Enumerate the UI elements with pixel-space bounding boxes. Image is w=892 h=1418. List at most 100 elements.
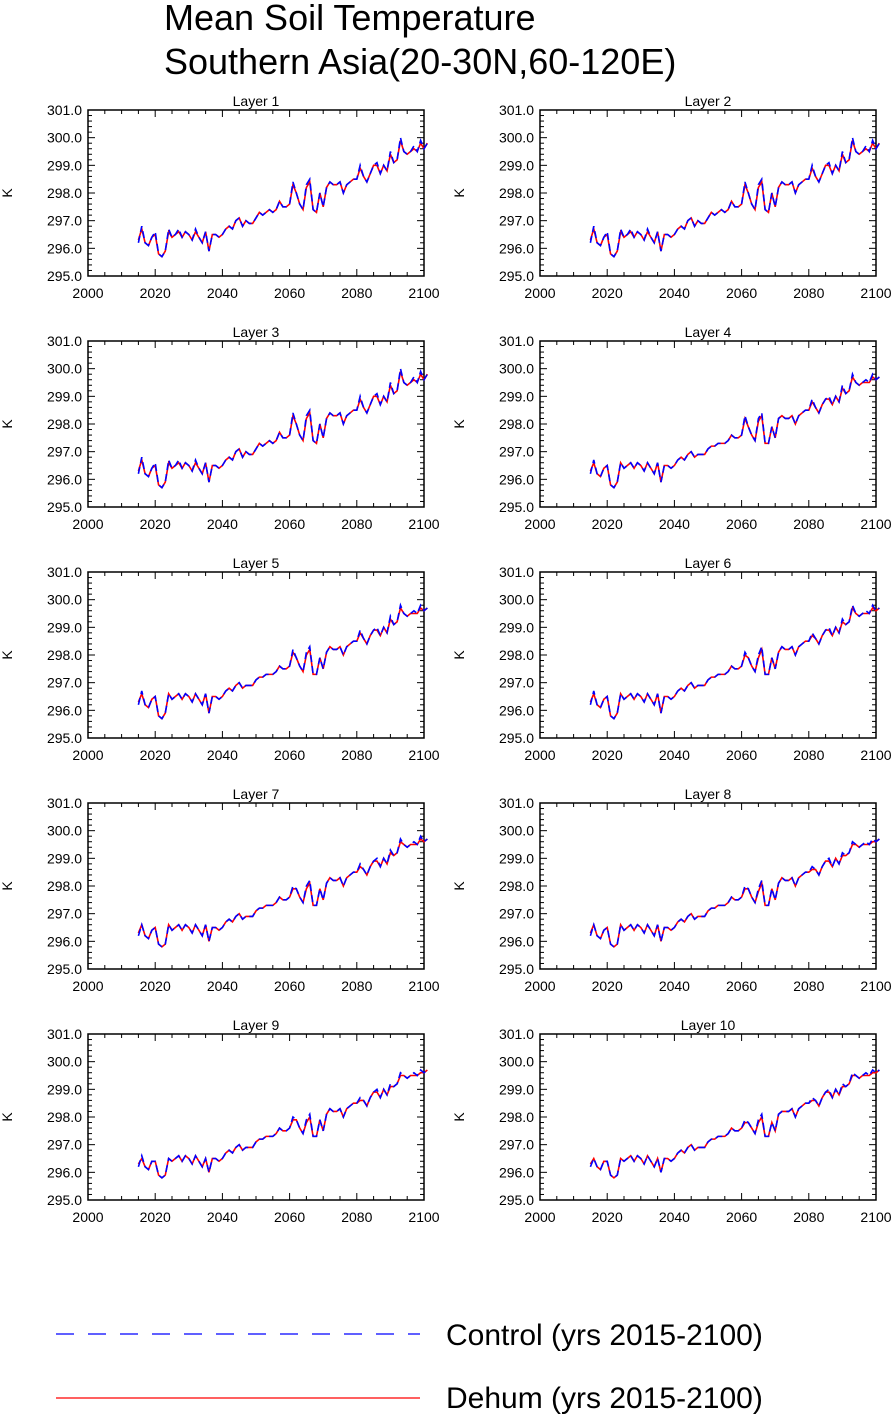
y-tick-label: 295.0 [499, 730, 534, 746]
y-tick-label: 297.0 [47, 906, 82, 922]
y-tick-label: 295.0 [47, 1192, 82, 1208]
x-tick-label: 2080 [793, 1209, 824, 1225]
y-tick-label: 298.0 [47, 185, 82, 201]
y-tick-label: 296.0 [47, 471, 82, 487]
y-tick-label: 299.0 [499, 388, 534, 404]
x-tick-label: 2040 [659, 747, 690, 763]
x-tick-label: 2060 [726, 978, 757, 994]
y-tick-label: 300.0 [499, 823, 534, 839]
panel-layer-5: Layer 5 K 2000 2020 2040 2060 2080 2100 295.0 296… [0, 555, 440, 763]
x-tick-label: 2080 [793, 978, 824, 994]
x-tick-label: 2060 [726, 1209, 757, 1225]
series-dehum-line [589, 140, 881, 258]
y-axis-label: K [451, 881, 467, 891]
y-tick-label: 297.0 [47, 675, 82, 691]
y-tick-label: 296.0 [499, 471, 534, 487]
legend: Control (yrs 2015-2100) Dehum (yrs 2015-… [56, 1319, 763, 1415]
y-tick-label: 296.0 [47, 240, 82, 256]
y-tick-label: 299.0 [47, 619, 82, 635]
y-axis-label: K [0, 1112, 15, 1122]
series-dehum-line [137, 140, 429, 258]
y-tick-label: 300.0 [47, 823, 82, 839]
x-tick-label: 2000 [524, 516, 555, 532]
x-tick-label: 2020 [140, 978, 171, 994]
y-tick-label: 299.0 [47, 1081, 82, 1097]
y-axis-label: K [451, 1112, 467, 1122]
x-tick-label: 2100 [860, 516, 891, 532]
y-tick-label: 296.0 [47, 933, 82, 949]
plot-frame [539, 109, 877, 277]
x-tick-label: 2100 [408, 516, 439, 532]
plot-frame [87, 1033, 425, 1201]
panel-layer-4: Layer 4 K 2000 2020 2040 2060 2080 2100 295.0 296… [451, 324, 892, 532]
series-control-line [137, 602, 428, 720]
series-control-line [137, 834, 428, 948]
y-tick-label: 298.0 [47, 1109, 82, 1125]
y-axis-label: K [0, 881, 15, 891]
y-tick-label: 301.0 [47, 333, 82, 349]
y-tick-label: 295.0 [499, 961, 534, 977]
x-tick-label: 2000 [524, 978, 555, 994]
x-tick-label: 2000 [524, 1209, 555, 1225]
series-control-line [137, 368, 429, 489]
panel-layer-6: Layer 6 K 2000 2020 2040 2060 2080 2100 295.0 296… [451, 555, 892, 763]
x-tick-label: 2020 [140, 516, 171, 532]
y-tick-label: 300.0 [499, 1054, 534, 1070]
x-tick-label: 2020 [592, 1209, 623, 1225]
y-tick-label: 298.0 [499, 878, 534, 894]
y-tick-label: 298.0 [499, 416, 534, 432]
x-tick-label: 2100 [860, 747, 891, 763]
y-tick-label: 295.0 [499, 1192, 534, 1208]
y-tick-label: 295.0 [499, 499, 534, 515]
series-control-line [589, 1068, 880, 1179]
y-tick-label: 295.0 [47, 499, 82, 515]
panel-layer-8: Layer 8 K 2000 2020 2040 2060 2080 2100 295.0 296… [451, 786, 892, 994]
y-tick-label: 300.0 [47, 130, 82, 146]
x-tick-label: 2020 [140, 747, 171, 763]
x-tick-label: 2040 [207, 978, 238, 994]
panel-title: Layer 2 [685, 93, 732, 109]
y-tick-label: 297.0 [499, 444, 534, 460]
panels-grid: Layer 1 K 2000 2020 2040 2060 2080 2100 295.0 296… [0, 93, 892, 1225]
series-dehum-line [137, 605, 428, 720]
x-tick-label: 2080 [341, 285, 372, 301]
x-tick-label: 2000 [524, 747, 555, 763]
x-tick-label: 2020 [592, 516, 623, 532]
panel-title: Layer 4 [685, 324, 732, 340]
x-tick-label: 2100 [860, 978, 891, 994]
x-tick-label: 2060 [274, 1209, 305, 1225]
y-axis-label: K [0, 650, 15, 660]
x-tick-label: 2100 [860, 1209, 891, 1225]
series-dehum-line [589, 605, 880, 720]
panel-layer-7: Layer 7 K 2000 2020 2040 2060 2080 2100 295.0 296… [0, 786, 440, 994]
x-tick-label: 2020 [140, 1209, 171, 1225]
y-tick-label: 298.0 [499, 1109, 534, 1125]
y-tick-label: 297.0 [47, 444, 82, 460]
y-tick-label: 298.0 [499, 185, 534, 201]
x-tick-label: 2040 [207, 747, 238, 763]
series-control-line [589, 137, 881, 258]
y-tick-label: 299.0 [47, 388, 82, 404]
y-tick-label: 297.0 [47, 213, 82, 229]
x-tick-label: 2080 [341, 1209, 372, 1225]
panel-title: Layer 1 [233, 93, 280, 109]
y-tick-label: 298.0 [499, 647, 534, 663]
panel-layer-3: Layer 3 K 2000 2020 2040 2060 2080 2100 295.0 296… [0, 324, 440, 532]
x-tick-label: 2080 [341, 516, 372, 532]
y-tick-label: 298.0 [47, 647, 82, 663]
y-tick-label: 297.0 [499, 213, 534, 229]
panel-title: Layer 10 [681, 1017, 736, 1033]
x-tick-label: 2000 [72, 978, 103, 994]
y-tick-label: 300.0 [499, 130, 534, 146]
x-tick-label: 2060 [274, 978, 305, 994]
y-tick-label: 301.0 [47, 795, 82, 811]
y-tick-label: 300.0 [47, 592, 82, 608]
figure-title-line-1: Mean Soil Temperature [164, 0, 536, 38]
panel-title: Layer 3 [233, 324, 280, 340]
series-dehum-line [137, 371, 429, 489]
series-control-line [137, 137, 429, 258]
y-axis-label: K [451, 188, 467, 198]
panel-layer-1: Layer 1 K 2000 2020 2040 2060 2080 2100 295.0 296… [0, 93, 440, 301]
x-tick-label: 2060 [726, 747, 757, 763]
